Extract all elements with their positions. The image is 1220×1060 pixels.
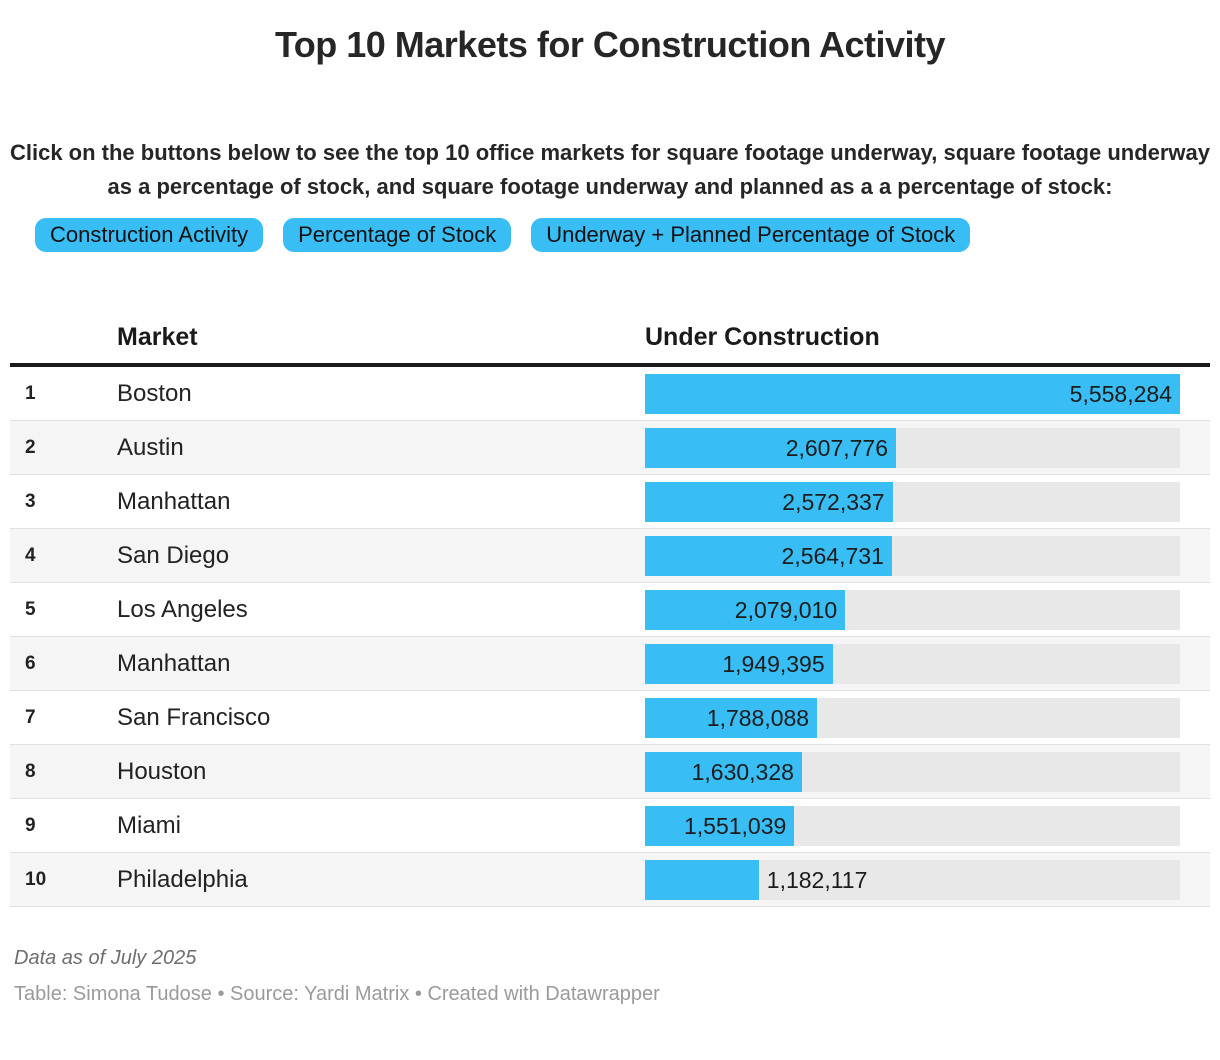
page: Top 10 Markets for Construction Activity… bbox=[0, 24, 1220, 1060]
bar-value-label: 1,182,117 bbox=[766, 866, 868, 893]
bar-track: 1,949,395 bbox=[645, 643, 1180, 684]
table-row: 4 San Diego 2,564,731 bbox=[10, 529, 1210, 583]
row-market: Los Angeles bbox=[117, 595, 248, 623]
bar-value-label: 1,551,039 bbox=[683, 812, 787, 839]
column-header-market: Market bbox=[117, 323, 198, 351]
table-row: 1 Boston 5,558,284 bbox=[10, 367, 1210, 421]
bar-fill bbox=[645, 859, 759, 900]
row-bar: 1,788,088 bbox=[645, 697, 1180, 738]
row-bar: 1,182,117 bbox=[645, 859, 1180, 900]
row-bar: 1,949,395 bbox=[645, 643, 1180, 684]
row-rank: 6 bbox=[25, 652, 36, 674]
row-bar: 5,558,284 bbox=[645, 373, 1180, 414]
button-underway-planned-percentage[interactable]: Underway + Planned Percentage of Stock bbox=[531, 218, 971, 252]
row-market: Miami bbox=[117, 811, 181, 839]
row-market: San Francisco bbox=[117, 703, 271, 731]
table-row: 5 Los Angeles 2,079,010 bbox=[10, 583, 1210, 637]
table-row: 3 Manhattan 2,572,337 bbox=[10, 475, 1210, 529]
row-market: Manhattan bbox=[117, 487, 231, 515]
row-market: Houston bbox=[117, 757, 207, 785]
bar-fill bbox=[645, 481, 893, 522]
table-body: 1 Boston 5,558,284 2 Austin 2,607,776 3 Manhatt… bbox=[10, 367, 1210, 907]
row-market: Austin bbox=[117, 433, 184, 461]
column-header-under-construction: Under Construction bbox=[645, 323, 880, 351]
bar-fill bbox=[645, 427, 896, 468]
bar-fill bbox=[645, 751, 802, 792]
button-construction-activity[interactable]: Construction Activity bbox=[35, 218, 264, 252]
bar-value-label: 2,079,010 bbox=[734, 596, 838, 623]
bar-track: 1,551,039 bbox=[645, 805, 1180, 846]
row-market: San Diego bbox=[117, 541, 230, 569]
table-row: 7 San Francisco 1,788,088 bbox=[10, 691, 1210, 745]
bar-value-label: 1,949,395 bbox=[722, 650, 825, 677]
table-row: 2 Austin 2,607,776 bbox=[10, 421, 1210, 475]
row-bar: 2,079,010 bbox=[645, 589, 1180, 630]
row-rank: 10 bbox=[25, 868, 47, 890]
row-bar: 1,551,039 bbox=[645, 805, 1180, 846]
footnote: Data as of July 2025 bbox=[14, 947, 197, 969]
bar-fill bbox=[645, 805, 795, 846]
bar-fill bbox=[645, 643, 833, 684]
table-row: 9 Miami 1,551,039 bbox=[10, 799, 1210, 853]
bar-track: 2,607,776 bbox=[645, 427, 1180, 468]
button-percentage-of-stock[interactable]: Percentage of Stock bbox=[283, 218, 512, 252]
row-rank: 2 bbox=[25, 436, 36, 458]
bar-track: 5,558,284 bbox=[645, 373, 1180, 414]
row-rank: 1 bbox=[25, 382, 36, 404]
bar-track: 1,182,117 bbox=[645, 859, 1180, 900]
data-table: Market Under Construction 1 Boston 5,558,2… bbox=[10, 312, 1210, 907]
table-row: 8 Houston 1,630,328 bbox=[10, 745, 1210, 799]
bar-track: 2,079,010 bbox=[645, 589, 1180, 630]
row-bar: 2,607,776 bbox=[645, 427, 1180, 468]
bar-track: 1,788,088 bbox=[645, 697, 1180, 738]
row-bar: 2,572,337 bbox=[645, 481, 1180, 522]
table-row: 6 Manhattan 1,949,395 bbox=[10, 637, 1210, 691]
row-rank: 4 bbox=[25, 544, 36, 566]
row-rank: 3 bbox=[25, 490, 36, 512]
bar-value-label: 2,564,731 bbox=[781, 542, 884, 569]
row-rank: 9 bbox=[25, 814, 36, 836]
button-group: Construction Activity Percentage of Stoc… bbox=[35, 218, 1220, 252]
bar-value-label: 1,788,088 bbox=[706, 704, 810, 731]
row-market: Manhattan bbox=[117, 649, 231, 677]
row-rank: 8 bbox=[25, 760, 36, 782]
row-market: Boston bbox=[117, 379, 192, 407]
bar-fill bbox=[645, 373, 1180, 414]
bar-track: 2,564,731 bbox=[645, 535, 1180, 576]
bar-value-label: 1,630,328 bbox=[691, 758, 794, 785]
row-rank: 5 bbox=[25, 598, 36, 620]
bar-track: 1,630,328 bbox=[645, 751, 1180, 792]
bar-value-label: 2,607,776 bbox=[785, 434, 889, 461]
bar-track: 2,572,337 bbox=[645, 481, 1180, 522]
row-rank: 7 bbox=[25, 706, 36, 728]
row-bar: 2,564,731 bbox=[645, 535, 1180, 576]
bar-value-label: 2,572,337 bbox=[782, 488, 885, 515]
bar-fill bbox=[645, 589, 846, 630]
bar-value-label: 5,558,284 bbox=[1069, 380, 1172, 407]
bar-fill bbox=[645, 697, 818, 738]
row-bar: 1,630,328 bbox=[645, 751, 1180, 792]
table-row: 10 Philadelphia 1,182,117 bbox=[10, 853, 1210, 907]
row-market: Philadelphia bbox=[117, 865, 248, 893]
source-caption: Table: Simona Tudose • Source: Yardi Mat… bbox=[14, 983, 660, 1005]
bar-fill bbox=[645, 535, 892, 576]
intro-text: Click on the buttons below to see the to… bbox=[9, 140, 1211, 199]
page-title: Top 10 Markets for Construction Activity bbox=[274, 24, 946, 65]
table-header: Market Under Construction bbox=[10, 312, 1210, 367]
